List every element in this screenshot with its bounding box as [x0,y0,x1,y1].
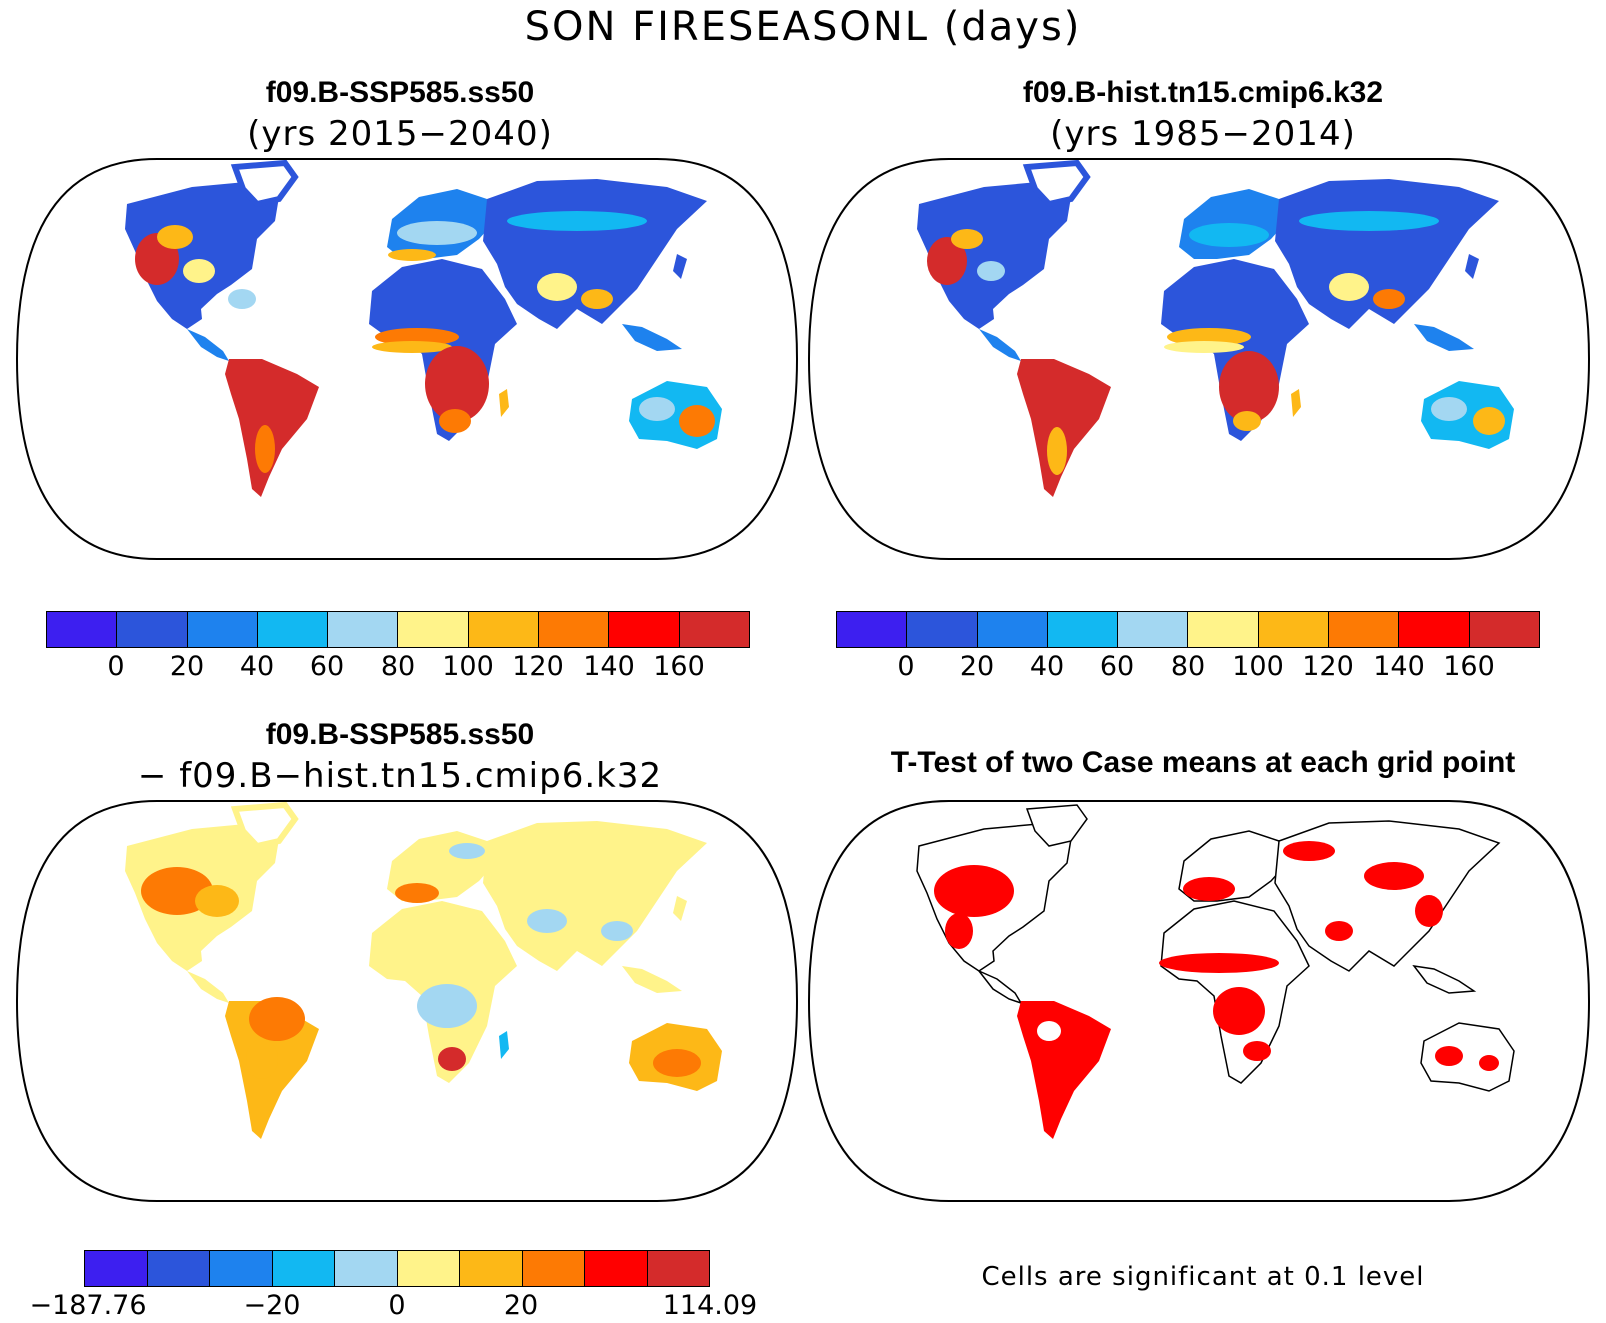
colorbar-swatch [398,612,469,647]
colorbar-bottom-left [84,1250,710,1287]
colorbar-swatch [335,1251,398,1286]
colorbar-swatch [609,612,680,647]
panel-subtitle-top-right: (yrs 1985−2014) [1050,114,1356,154]
colorbar-swatch [117,612,188,647]
colorbar-swatch [187,612,258,647]
colorbar-tick: 80 [380,651,416,682]
colorbar-swatch [1329,612,1400,647]
colorbar-swatch [272,1251,335,1286]
colorbar-swatch [85,1251,148,1286]
colorbar-tick: 114.09 [662,1290,758,1321]
colorbar-tick: −20 [243,1290,301,1321]
colorbar-swatch [257,612,329,647]
colorbar-swatch [1258,612,1330,647]
map-bottom-right [808,800,1590,1202]
colorbar-tick: 0 [107,651,125,682]
colorbar-swatch [1118,612,1189,647]
colorbar-tick: 100 [442,651,494,682]
colorbar-swatch [1047,612,1119,647]
panel-title-bottom-left: f09.B-SSP585.ss50 [265,718,535,751]
colorbar-swatch [147,1251,210,1286]
colorbar-tick: 0 [897,651,915,682]
colorbar-swatch [522,1251,585,1286]
colorbar-tick: 40 [1029,651,1065,682]
colorbar-swatch [679,612,749,647]
colorbar-top-left [46,611,750,648]
colorbar-swatch [460,1251,523,1286]
colorbar-swatch [1188,612,1259,647]
map-bottom-left [16,800,798,1202]
colorbar-swatch [837,612,908,647]
map-top-left [16,158,798,560]
panel-subtitle-bottom-left: − f09.B−hist.tn15.cmip6.k32 [137,756,663,796]
colorbar-swatch [47,612,118,647]
colorbar-swatch [977,612,1048,647]
colorbar-swatch [328,612,399,647]
colorbar-tick: 20 [503,1290,539,1321]
panel-title-bottom-right: T-Test of two Case means at each grid po… [890,746,1516,779]
colorbar-tick: 60 [309,651,345,682]
colorbar-swatch [468,612,540,647]
panel-title-top-right: f09.B-hist.tn15.cmip6.k32 [1022,76,1384,109]
colorbar-tick: 60 [1099,651,1135,682]
colorbar-tick: 160 [653,651,705,682]
colorbar-tick: 120 [1302,651,1354,682]
colorbar-tick: 20 [169,651,205,682]
map-top-right [808,158,1590,560]
colorbar-swatch [539,612,610,647]
colorbar-swatch [647,1251,709,1286]
colorbar-swatch [210,1251,273,1286]
panel-subtitle-top-left: (yrs 2015−2040) [247,114,553,154]
colorbar-tick: 100 [1232,651,1284,682]
colorbar-tick: 140 [1373,651,1425,682]
colorbar-tick: 20 [959,651,995,682]
colorbar-tick: 140 [583,651,635,682]
colorbar-swatch [907,612,978,647]
colorbar-swatch [585,1251,648,1286]
panel-title-top-left: f09.B-SSP585.ss50 [265,76,535,109]
colorbar-tick: −187.76 [29,1290,147,1321]
colorbar-top-right [836,611,1540,648]
colorbar-swatch [1469,612,1539,647]
colorbar-tick: 40 [239,651,275,682]
significance-note: Cells are significant at 0.1 level [981,1262,1425,1292]
colorbar-tick: 120 [512,651,564,682]
colorbar-tick: 80 [1170,651,1206,682]
figure-title: SON FIRESEASONL (days) [524,4,1082,50]
colorbar-swatch [397,1251,460,1286]
colorbar-tick: 160 [1443,651,1495,682]
colorbar-tick: 0 [388,1290,406,1321]
colorbar-swatch [1399,612,1470,647]
